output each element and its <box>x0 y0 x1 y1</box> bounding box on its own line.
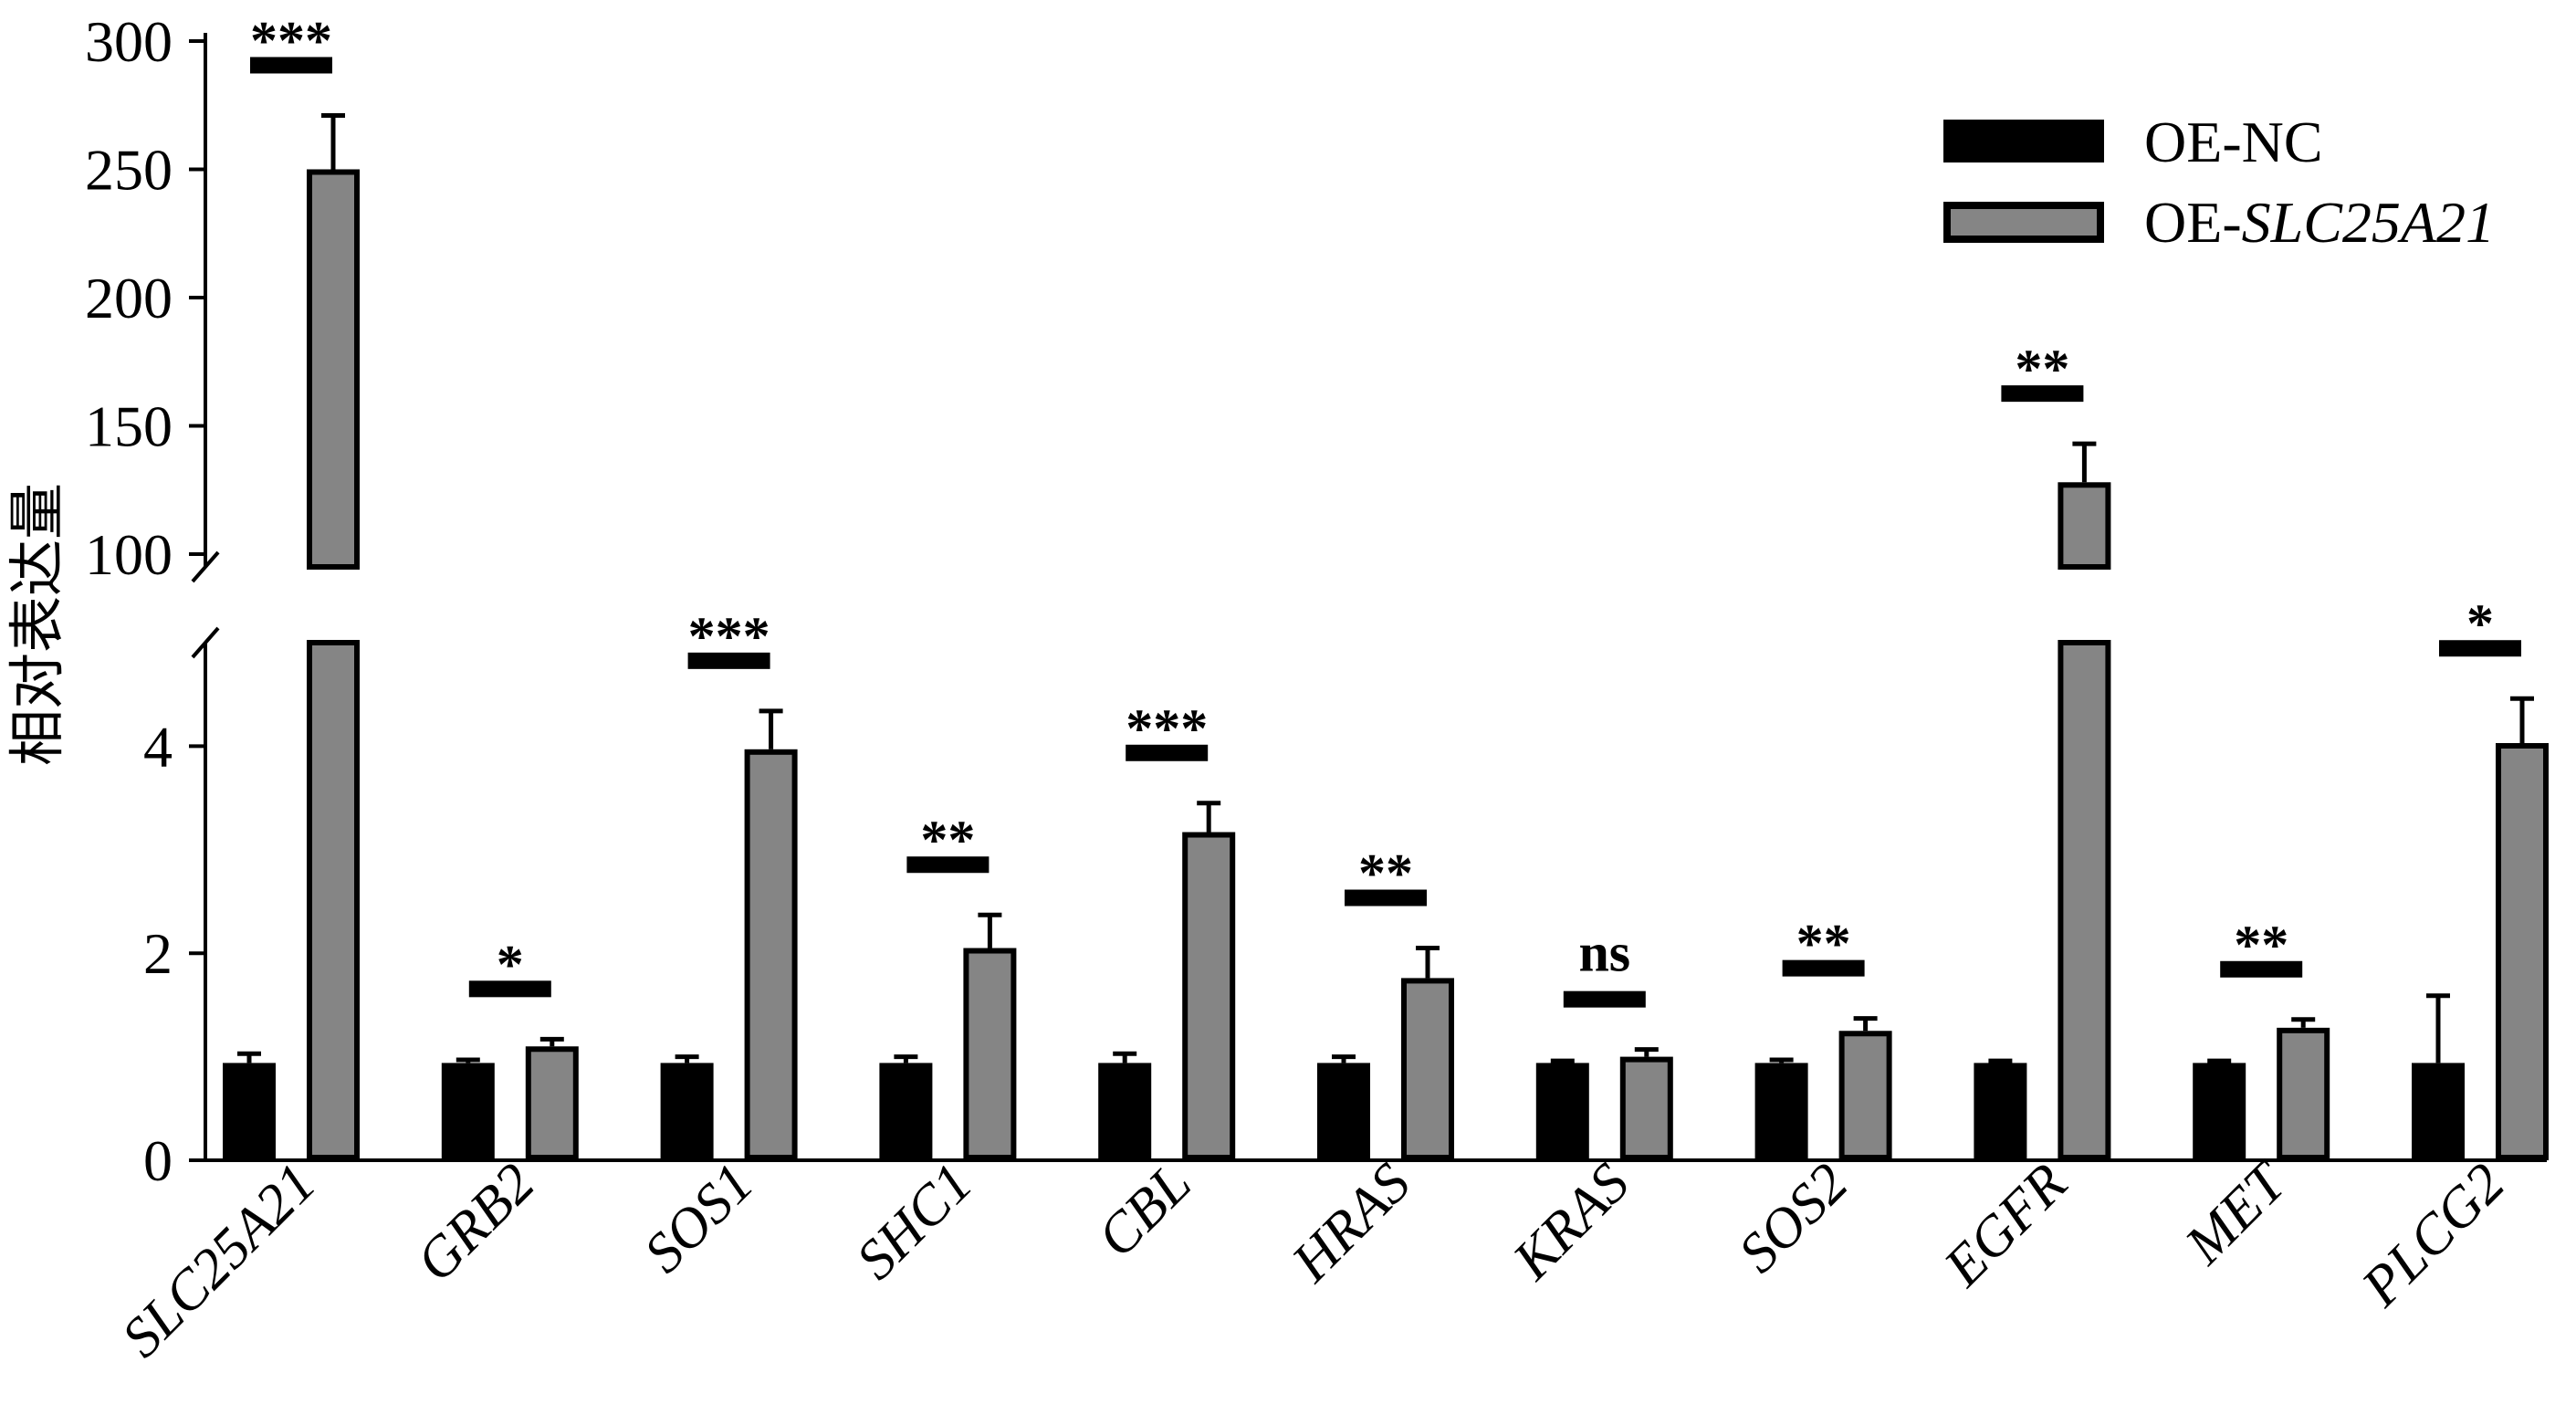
bar-oe-slc25a21-grb2 <box>525 1046 579 1161</box>
y-tick-label: 200 <box>85 266 173 330</box>
significance-bar-slc25a21 <box>250 57 332 74</box>
significance-bar-met <box>2220 960 2303 978</box>
bar-oe-nc-slc25a21 <box>223 1063 276 1160</box>
y-tick-label: 0 <box>143 1128 173 1193</box>
category-label-cbl: CBL <box>1086 1152 1203 1269</box>
legend-label-oe-nc: OE-NC <box>2144 110 2323 174</box>
bar-oe-nc-grb2 <box>441 1063 495 1160</box>
bar-oe-slc25a21-met <box>2277 1027 2330 1161</box>
axis-break-mark-lower <box>191 626 220 659</box>
significance-bar-grb2 <box>468 980 551 998</box>
bar-oe-nc-hras <box>1317 1063 1370 1160</box>
bar-oe-nc-sos2 <box>1754 1063 1808 1160</box>
bar-oe-slc25a21-shc1 <box>963 948 1017 1161</box>
bar-oe-nc-plcg2 <box>2412 1063 2465 1160</box>
y-tick-label: 150 <box>85 393 173 458</box>
bar-oe-slc25a21-slc25a21-lower <box>307 640 360 1160</box>
significance-bar-egfr <box>2001 385 2084 403</box>
bars <box>223 169 2549 1161</box>
category-label-met: MET <box>2173 1149 2301 1277</box>
category-labels: SLC25A21 GRB2 SOS1 SHC1 CBL HRAS KRAS SOS2 EGFR M… <box>110 1149 2517 1369</box>
significance-bar-shc1 <box>906 856 990 874</box>
error-bars <box>237 112 2534 1063</box>
y-tick-label: 100 <box>85 522 173 587</box>
y-tick-label: 2 <box>143 921 173 986</box>
significance-bar-sos2 <box>1782 959 1865 977</box>
significance-label-hras: ** <box>1358 843 1413 904</box>
significance-label-grb2: * <box>497 934 524 994</box>
significance-label-egfr: ** <box>2015 339 2069 399</box>
bar-oe-nc-cbl <box>1098 1063 1152 1160</box>
significance-label-cbl: *** <box>1126 698 1208 759</box>
significance-bar-hras <box>1345 889 1427 906</box>
legend-swatch-oe-slc25a21 <box>1943 202 2104 243</box>
significance-label-met: ** <box>2234 915 2288 975</box>
bar-oe-slc25a21-egfr-lower <box>2058 640 2111 1160</box>
category-label-egfr: EGFR <box>1932 1152 2079 1299</box>
significance-label-sos2: ** <box>1796 914 1851 974</box>
bar-oe-nc-shc1 <box>879 1063 933 1160</box>
y-tick-label: 4 <box>143 714 173 779</box>
category-label-kras: KRAS <box>1501 1152 1641 1293</box>
axis-break-mark-upper <box>191 550 220 583</box>
bar-oe-slc25a21-sos1 <box>744 749 798 1160</box>
significance-marks: **************ns ******* <box>250 10 2521 1008</box>
bar-oe-slc25a21-sos2 <box>1838 1031 1892 1160</box>
significance-label-kras: ns <box>1578 923 1630 983</box>
bar-oe-nc-kras <box>1535 1063 1589 1160</box>
bar-oe-slc25a21-cbl <box>1182 832 1236 1160</box>
legend-label-oe-slc25a21: OE-SLC25A21 <box>2144 190 2495 255</box>
significance-label-sos1: *** <box>688 606 770 666</box>
bar-oe-slc25a21-slc25a21-upper <box>307 169 360 571</box>
y-axis-label: 相对表达量 <box>4 483 70 766</box>
significance-bar-kras <box>1563 990 1646 1008</box>
bar-oe-nc-egfr <box>1974 1063 2027 1160</box>
axes: 0 2 4 100 150 200 250 300 <box>85 9 2547 1193</box>
y-tick-label: 300 <box>85 9 173 74</box>
y-tick-label: 250 <box>85 137 173 202</box>
significance-bar-cbl <box>1126 744 1209 761</box>
bar-oe-slc25a21-egfr-upper <box>2058 482 2111 571</box>
significance-bar-sos1 <box>687 652 770 669</box>
legend: OE-NC OE-SLC25A21 <box>1943 110 2495 255</box>
significance-label-plcg2: * <box>2466 593 2494 654</box>
category-label-sos1: SOS1 <box>633 1152 766 1285</box>
bar-oe-nc-met <box>2193 1063 2246 1160</box>
category-label-plcg2: PLCG2 <box>2350 1152 2517 1319</box>
category-label-sos2: SOS2 <box>1727 1152 1860 1285</box>
bar-oe-slc25a21-hras <box>1401 978 1454 1161</box>
category-label-shc1: SHC1 <box>844 1152 984 1292</box>
bar-oe-nc-sos1 <box>660 1063 714 1160</box>
category-label-grb2: GRB2 <box>404 1152 546 1294</box>
category-label-hras: HRAS <box>1280 1152 1422 1294</box>
legend-swatch-oe-nc <box>1943 120 2104 162</box>
significance-label-slc25a21: *** <box>250 10 332 70</box>
bar-oe-slc25a21-kras <box>1619 1056 1673 1160</box>
significance-bar-plcg2 <box>2439 640 2521 657</box>
bar-oe-slc25a21-plcg2 <box>2496 742 2549 1160</box>
significance-label-shc1: ** <box>920 810 975 870</box>
